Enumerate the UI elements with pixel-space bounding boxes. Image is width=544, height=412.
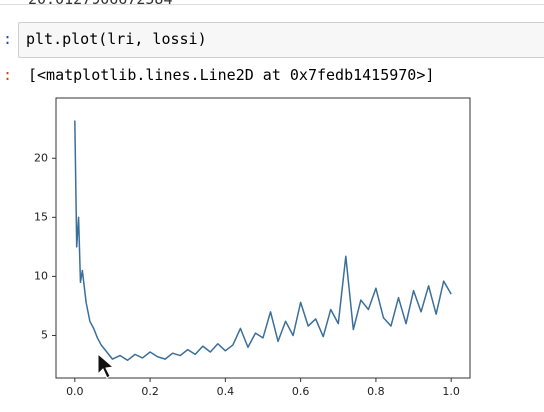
axes-frame bbox=[55, 97, 471, 379]
y-tick-label: 20 bbox=[34, 151, 48, 164]
separator bbox=[0, 4, 544, 5]
x-tick-label: 0.2 bbox=[141, 385, 159, 398]
x-tick-label: 0.4 bbox=[217, 385, 235, 398]
input-prompt: : bbox=[3, 30, 13, 48]
input-cell[interactable]: plt.plot(lri, lossi) bbox=[18, 22, 544, 58]
x-tick-label: 0.8 bbox=[367, 385, 385, 398]
y-tick-label: 5 bbox=[41, 328, 48, 341]
cursor bbox=[97, 352, 115, 379]
x-tick-label: 0.0 bbox=[66, 385, 84, 398]
y-tick-label: 10 bbox=[34, 269, 48, 282]
code: plt.plot(lri, lossi) bbox=[26, 30, 207, 48]
x-tick-label: 1.0 bbox=[442, 385, 460, 398]
x-tick-label: 0.6 bbox=[292, 385, 310, 398]
output-text: [<matplotlib.lines.Line2D at 0x7fedb1415… bbox=[28, 66, 435, 84]
data-line bbox=[74, 120, 452, 362]
y-tick-label: 15 bbox=[34, 210, 48, 223]
output-prompt: : bbox=[3, 66, 13, 84]
